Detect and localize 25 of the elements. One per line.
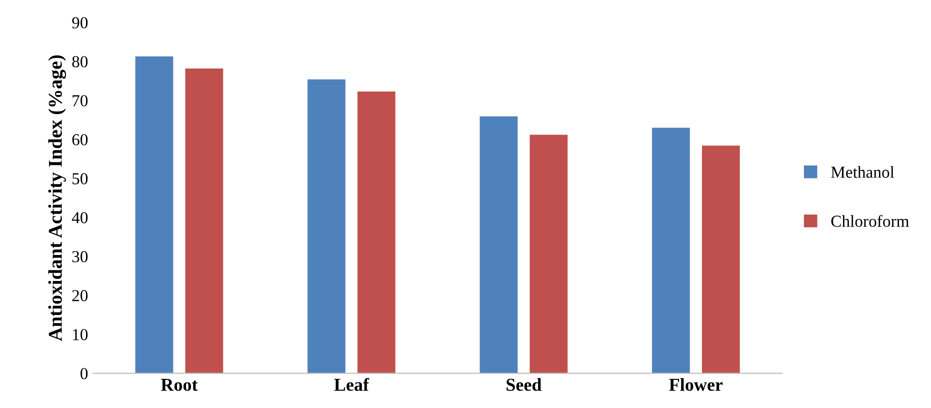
x-tick-label: Seed xyxy=(506,378,542,391)
y-tick-label: 80 xyxy=(72,56,88,68)
y-axis-title: Antioxidant Activity Index (%age) xyxy=(48,55,66,342)
legend-label: Methanol xyxy=(831,166,894,178)
bar xyxy=(308,79,346,374)
y-tick-label: 0 xyxy=(80,368,88,380)
y-tick-label: 10 xyxy=(73,329,88,340)
y-tick-label: 90 xyxy=(72,17,88,28)
y-tick-label: 20 xyxy=(72,290,88,302)
y-tick-label: 50 xyxy=(72,173,88,184)
bar xyxy=(480,116,518,374)
y-tick-label: 70 xyxy=(72,95,88,106)
bar xyxy=(530,134,568,374)
y-tick-label: 40 xyxy=(72,212,88,224)
bar xyxy=(185,68,224,374)
x-tick-label: Flower xyxy=(669,378,723,391)
y-tick-label: 30 xyxy=(72,251,88,262)
bar xyxy=(702,146,740,374)
y-tick-label: 60 xyxy=(72,134,88,146)
legend-label: Chloroform xyxy=(831,214,910,227)
x-tick-label: Leaf xyxy=(334,378,370,391)
bar xyxy=(135,56,174,374)
bar xyxy=(357,91,396,374)
bar xyxy=(652,128,690,374)
x-tick-label: Root xyxy=(160,378,198,391)
